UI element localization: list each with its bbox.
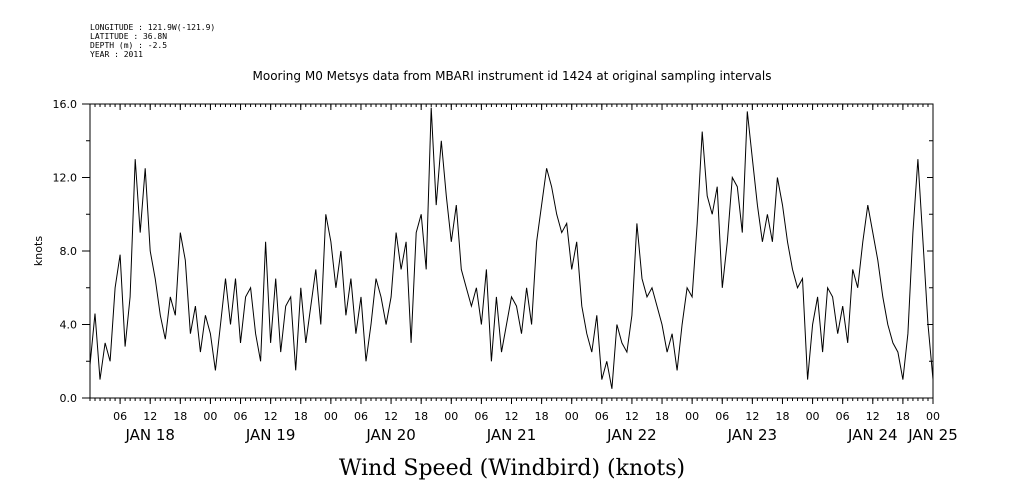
day-label: JAN 23 [727, 426, 778, 444]
day-label: JAN 25 [907, 426, 958, 444]
y-tick-label: 12.0 [53, 172, 78, 185]
x-tick-label: 00 [203, 410, 217, 423]
year-text: YEAR : 2011 [90, 50, 143, 59]
x-tick-label: 00 [565, 410, 579, 423]
depth-text: DEPTH (m) : -2.5 [90, 41, 167, 50]
wind-speed-series-line [89, 107, 934, 389]
y-tick-label: 0.0 [60, 392, 78, 405]
x-tick-label: 18 [414, 410, 428, 423]
y-tick-label: 8.0 [60, 245, 78, 258]
x-tick-label: 18 [535, 410, 549, 423]
x-tick-label: 00 [324, 410, 338, 423]
x-tick-label: 06 [113, 410, 127, 423]
x-tick-label: 12 [866, 410, 880, 423]
day-labels: JAN 18 JAN 19 JAN 20 JAN 21 JAN 22 JAN 23 JAN … [124, 426, 957, 444]
y-tick-labels: 0.0 4.0 8.0 12.0 16.0 [53, 98, 78, 405]
x-tick-label: 06 [354, 410, 368, 423]
x-tick-label: 12 [264, 410, 278, 423]
x-tick-label: 18 [294, 410, 308, 423]
day-label: JAN 20 [365, 426, 416, 444]
metadata-block: LONGITUDE : 121.9W(-121.9) LATITUDE : 36… [90, 23, 215, 59]
x-tick-label: 00 [444, 410, 458, 423]
x-tick-label: 00 [685, 410, 699, 423]
x-tick-label: 12 [745, 410, 759, 423]
day-label: JAN 24 [847, 426, 898, 444]
x-tick-label: 18 [173, 410, 187, 423]
x-tick-label: 18 [655, 410, 669, 423]
x-tick-label: 06 [234, 410, 248, 423]
chart-title: Mooring M0 Metsys data from MBARI instru… [253, 69, 772, 83]
x-tick-label: 12 [143, 410, 157, 423]
x-tick-label: 12 [625, 410, 639, 423]
x-tick-label: 18 [775, 410, 789, 423]
x-tick-label: 00 [806, 410, 820, 423]
x-tick-label: 12 [505, 410, 519, 423]
day-label: JAN 22 [606, 426, 657, 444]
x-tick-label: 12 [384, 410, 398, 423]
x-tick-labels: 06 12 18 00 06 12 18 00 06 12 18 00 06 12 18 00 06 12 18 00… [113, 410, 940, 423]
day-label: JAN 18 [124, 426, 175, 444]
x-tick-label: 06 [595, 410, 609, 423]
x-tick-label: 18 [896, 410, 910, 423]
axis-ticks [82, 103, 934, 404]
x-tick-label: 00 [926, 410, 940, 423]
day-label: JAN 19 [245, 426, 296, 444]
y-tick-label: 16.0 [53, 98, 78, 111]
y-tick-label: 4.0 [60, 319, 78, 332]
y-axis-label: knots [32, 236, 45, 266]
day-label: JAN 21 [486, 426, 537, 444]
bottom-title: Wind Speed (Windbird) (knots) [339, 456, 685, 481]
latitude-text: LATITUDE : 36.8N [90, 32, 167, 41]
x-tick-label: 06 [715, 410, 729, 423]
longitude-text: LONGITUDE : 121.9W(-121.9) [90, 23, 215, 32]
x-tick-label: 06 [836, 410, 850, 423]
x-tick-label: 06 [474, 410, 488, 423]
